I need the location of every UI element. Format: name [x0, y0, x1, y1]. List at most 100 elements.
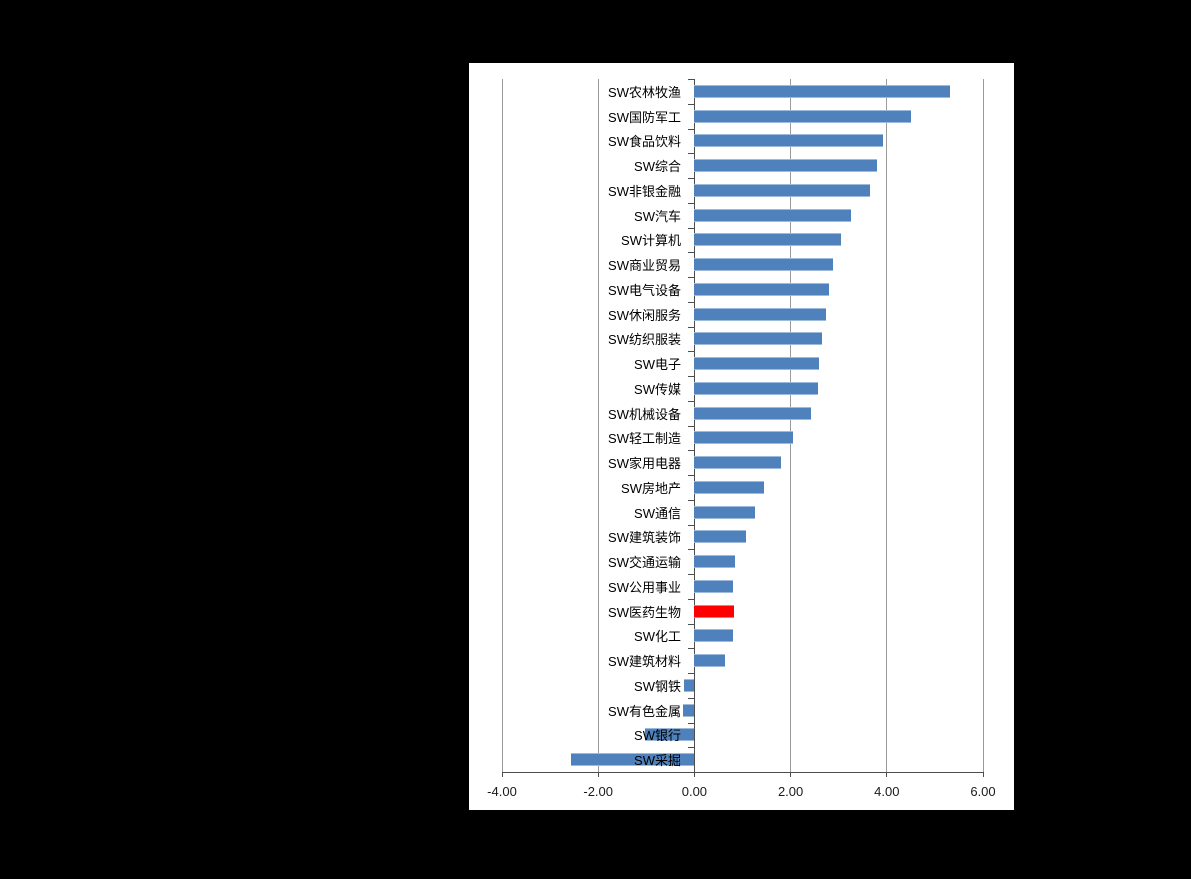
bar — [694, 282, 830, 296]
category-label: SW机械设备 — [608, 406, 681, 422]
category-label: SW纺织服装 — [608, 332, 681, 348]
category-axis-tick — [688, 152, 695, 154]
category-axis-tick — [688, 227, 695, 229]
category-axis-tick — [688, 276, 695, 278]
category-label: SW公用事业 — [608, 579, 681, 595]
bar — [645, 728, 695, 742]
bar — [684, 678, 695, 692]
category-axis-tick — [688, 251, 695, 253]
category-label: SW商业贸易 — [608, 258, 681, 274]
x-axis-tick-label: 6.00 — [970, 784, 996, 799]
category-label: SW采掘 — [634, 753, 681, 769]
category-axis-tick — [688, 623, 695, 625]
category-label: SW交通运输 — [608, 555, 681, 571]
category-label: SW传媒 — [634, 381, 681, 397]
category-label: SW食品饮料 — [608, 134, 681, 150]
category-axis-tick — [688, 573, 695, 575]
bar — [694, 159, 877, 173]
x-axis-tick — [790, 772, 792, 777]
category-label: SW电气设备 — [608, 282, 681, 298]
category-axis-tick — [688, 598, 695, 600]
category-label: SW农林牧渔 — [608, 84, 681, 100]
x-axis-tick-label: 2.00 — [777, 784, 804, 799]
gridline-x-2 — [790, 79, 792, 772]
category-axis-tick — [688, 524, 695, 526]
category-axis-tick — [688, 771, 695, 773]
bar — [694, 480, 765, 494]
category-label: SW银行 — [634, 728, 681, 744]
x-axis-tick — [501, 772, 503, 777]
bar-chart: -4.00 -2.00 0.00 2.00 4.00 6.00 SW农林牧渔 SW国防军工 SW… — [469, 63, 1014, 810]
category-label: SW化工 — [634, 629, 681, 645]
bar — [694, 579, 733, 593]
category-label: SW医药生物 — [608, 604, 681, 620]
category-label: SW非银金融 — [608, 183, 681, 199]
x-axis-tick-label: -4.00 — [487, 784, 517, 799]
category-label: SW休闲服务 — [608, 307, 681, 323]
bar — [694, 84, 950, 98]
category-axis-tick — [688, 326, 695, 328]
category-axis-tick — [688, 350, 695, 352]
category-label: SW通信 — [634, 505, 681, 521]
category-axis-tick — [688, 647, 695, 649]
category-label: SW计算机 — [621, 233, 681, 249]
category-axis-tick — [688, 400, 695, 402]
bar — [694, 654, 725, 668]
category-label: SW综合 — [634, 159, 681, 175]
bar — [694, 233, 842, 247]
x-axis-tick-label: -2.00 — [583, 784, 613, 799]
x-axis-line — [502, 772, 983, 773]
category-label: SW电子 — [634, 357, 681, 373]
category-label: SW建筑材料 — [608, 654, 681, 670]
category-label: SW钢铁 — [634, 678, 681, 694]
bar — [694, 530, 747, 544]
category-axis-tick — [688, 128, 695, 130]
category-axis-tick — [688, 722, 695, 724]
category-axis-tick — [688, 301, 695, 303]
category-axis-tick — [688, 177, 695, 179]
category-axis-tick — [688, 78, 695, 80]
bar — [694, 109, 911, 123]
category-label: SW房地产 — [621, 480, 681, 496]
category-label: SW建筑装饰 — [608, 530, 681, 546]
category-label: SW国防军工 — [608, 109, 681, 125]
category-axis-tick — [688, 425, 695, 427]
category-axis-tick — [688, 548, 695, 550]
bar — [694, 555, 736, 569]
x-axis-tick — [886, 772, 888, 777]
bar — [694, 406, 811, 420]
x-axis-tick — [597, 772, 599, 777]
category-axis-tick — [688, 672, 695, 674]
bar — [694, 629, 733, 643]
category-axis-tick — [688, 499, 695, 501]
bar — [694, 208, 851, 222]
category-label: SW轻工制造 — [608, 431, 681, 447]
bar — [570, 753, 695, 767]
bar — [694, 505, 755, 519]
category-axis-tick — [688, 103, 695, 105]
zero-axis-line — [693, 79, 695, 772]
bar — [694, 258, 833, 272]
gridline-x--2 — [597, 79, 599, 772]
bar — [682, 703, 695, 717]
category-axis-tick — [688, 449, 695, 451]
category-label: SW汽车 — [634, 208, 681, 224]
x-axis-tick — [693, 772, 695, 777]
category-axis-tick — [688, 202, 695, 204]
x-axis-tick-label: 4.00 — [874, 784, 900, 799]
bar — [694, 134, 884, 148]
x-axis-tick — [982, 772, 984, 777]
bar — [694, 357, 820, 371]
category-axis-tick — [688, 474, 695, 476]
bar-highlighted — [694, 604, 734, 618]
bar — [694, 332, 822, 346]
bar — [694, 381, 818, 395]
bar — [694, 307, 826, 321]
gridline-x--4 — [501, 79, 503, 772]
category-axis-tick — [688, 746, 695, 748]
category-axis-tick — [688, 375, 695, 377]
x-axis-tick-label: 0.00 — [681, 784, 708, 799]
gridline-x-6 — [982, 79, 984, 772]
bar — [694, 456, 781, 470]
category-axis-tick — [688, 697, 695, 699]
